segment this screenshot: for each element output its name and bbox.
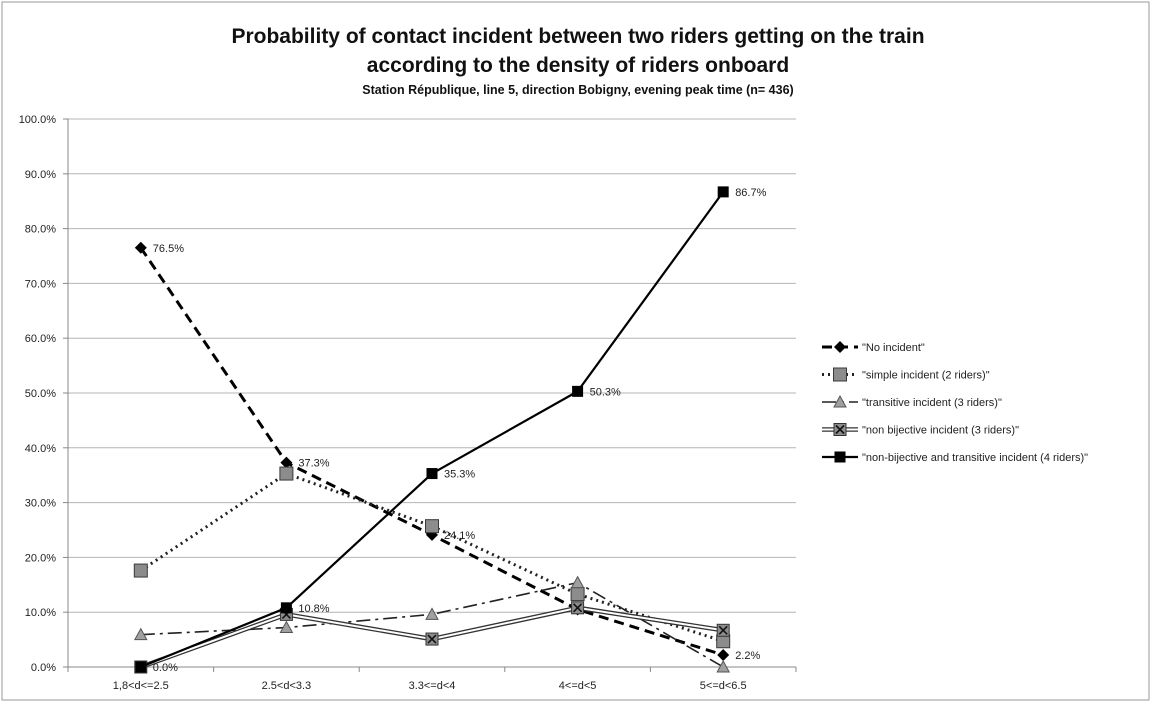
legend-marker-cross bbox=[835, 424, 845, 435]
data-point bbox=[135, 661, 147, 673]
x-tick-label: 3.3<=d<4 bbox=[409, 680, 456, 692]
legend-marker bbox=[833, 423, 847, 436]
legend-marker bbox=[833, 367, 847, 382]
data-point-cross bbox=[573, 603, 583, 613]
x-tick-label: 5<=d<6.5 bbox=[700, 680, 747, 692]
y-tick-label: 30.0% bbox=[25, 498, 56, 510]
legend-marker bbox=[834, 451, 846, 463]
y-tick-label: 50.0% bbox=[25, 388, 56, 400]
data-point bbox=[279, 620, 294, 634]
y-tick-label: 90.0% bbox=[25, 169, 56, 181]
data-point-cross bbox=[427, 634, 437, 644]
data-point bbox=[426, 468, 438, 480]
data-label: 10.8% bbox=[298, 603, 329, 615]
data-label: 24.1% bbox=[444, 530, 475, 542]
data-point bbox=[717, 186, 729, 198]
data-label: 76.5% bbox=[153, 243, 184, 255]
data-point bbox=[280, 456, 293, 469]
chart-title-line-1: Probability of contact incident between … bbox=[231, 25, 924, 48]
data-label: 35.3% bbox=[444, 469, 475, 481]
y-tick-label: 80.0% bbox=[25, 224, 56, 236]
legend: "No incident" "simple incident (2 riders)… bbox=[822, 341, 1088, 464]
data-point bbox=[279, 466, 294, 481]
data-point-cross bbox=[718, 625, 728, 635]
data-point bbox=[133, 627, 148, 641]
data-point bbox=[280, 602, 292, 614]
legend-label: "simple incident (2 riders)" bbox=[862, 370, 990, 382]
chart-title-line-2: according to the density of riders onboa… bbox=[367, 54, 789, 77]
data-point bbox=[572, 385, 584, 397]
chart-subtitle: Station République, line 5, direction Bo… bbox=[362, 83, 793, 97]
x-tick-label: 4<=d<5 bbox=[559, 680, 597, 692]
legend-marker bbox=[834, 341, 846, 353]
data-label: 50.3% bbox=[590, 386, 621, 398]
x-tick-label: 2.5<d<3.3 bbox=[262, 680, 312, 692]
data-point bbox=[425, 632, 439, 646]
data-labels: 76.5% 37.3% 24.1% 2.2% 0.0% 10.8% 35.3% 50.3% 86… bbox=[153, 187, 767, 674]
y-tick-label: 70.0% bbox=[25, 278, 56, 290]
data-point bbox=[570, 575, 585, 589]
y-tick-label: 100.0% bbox=[19, 114, 57, 126]
data-label: 37.3% bbox=[298, 458, 329, 470]
gridlines bbox=[68, 118, 796, 613]
data-point bbox=[571, 601, 585, 615]
data-point bbox=[717, 648, 730, 661]
legend-marker bbox=[833, 394, 847, 408]
data-point bbox=[570, 587, 585, 602]
data-point bbox=[134, 241, 147, 254]
data-point bbox=[716, 623, 730, 637]
data-label: 2.2% bbox=[735, 650, 760, 662]
legend-label: "non-bijective and transitive incident (… bbox=[862, 452, 1088, 464]
y-tick-label: 20.0% bbox=[25, 552, 56, 564]
data-point bbox=[425, 519, 439, 534]
data-point bbox=[716, 659, 731, 673]
y-tick-label: 40.0% bbox=[25, 443, 56, 455]
legend-label: "transitive incident (3 riders)" bbox=[862, 397, 1002, 409]
data-label: 86.7% bbox=[735, 187, 766, 199]
series-lines bbox=[133, 186, 731, 674]
data-label: 0.0% bbox=[153, 662, 178, 674]
legend-label: "non bijective incident (3 riders)" bbox=[862, 425, 1019, 437]
y-tick-label: 0.0% bbox=[31, 662, 56, 674]
axes: 0.0% 10.0% 20.0% 30.0% 40.0% 50.0% 60.0% 70.0% 8… bbox=[19, 114, 797, 692]
x-tick-label: 1,8<d<=2.5 bbox=[113, 680, 169, 692]
y-tick-label: 10.0% bbox=[25, 607, 56, 619]
data-point bbox=[425, 607, 439, 620]
y-tick-label: 60.0% bbox=[25, 333, 56, 345]
legend-label: "No incident" bbox=[862, 342, 925, 354]
data-point bbox=[133, 563, 148, 578]
